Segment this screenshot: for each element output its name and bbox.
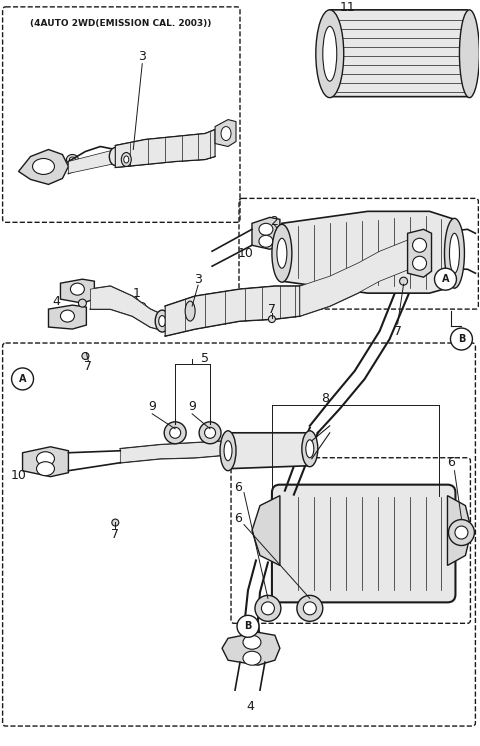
Ellipse shape (413, 256, 427, 270)
Ellipse shape (82, 353, 89, 360)
Ellipse shape (243, 651, 261, 665)
Ellipse shape (444, 219, 465, 288)
Polygon shape (165, 286, 300, 336)
Text: 3: 3 (138, 50, 146, 63)
Polygon shape (408, 229, 432, 278)
Ellipse shape (159, 316, 166, 327)
Text: 9: 9 (148, 401, 156, 413)
Ellipse shape (277, 238, 287, 269)
Ellipse shape (36, 462, 54, 476)
Polygon shape (278, 211, 459, 293)
Ellipse shape (155, 310, 169, 332)
Ellipse shape (78, 299, 86, 307)
Text: 9: 9 (188, 401, 196, 413)
Circle shape (12, 368, 34, 390)
Text: A: A (19, 374, 26, 384)
Ellipse shape (169, 427, 180, 439)
Ellipse shape (112, 519, 119, 526)
Ellipse shape (109, 148, 121, 166)
Ellipse shape (276, 228, 284, 235)
Ellipse shape (70, 157, 75, 162)
Text: 7: 7 (84, 360, 92, 374)
Ellipse shape (220, 430, 236, 471)
Text: 4: 4 (246, 700, 254, 712)
Ellipse shape (66, 154, 78, 164)
Text: 3: 3 (194, 273, 202, 286)
Circle shape (450, 328, 472, 350)
Text: 1: 1 (132, 286, 140, 300)
Ellipse shape (413, 238, 427, 252)
Polygon shape (252, 495, 280, 565)
Polygon shape (23, 447, 69, 477)
Ellipse shape (60, 310, 74, 322)
Text: B: B (458, 334, 465, 344)
Text: 6: 6 (234, 512, 242, 525)
Ellipse shape (224, 441, 232, 461)
Polygon shape (60, 279, 95, 303)
Circle shape (434, 269, 456, 290)
Ellipse shape (204, 427, 216, 439)
Text: 11: 11 (340, 1, 356, 14)
Polygon shape (215, 119, 236, 146)
Ellipse shape (36, 452, 54, 466)
Text: B: B (244, 621, 252, 631)
Ellipse shape (272, 225, 292, 282)
Ellipse shape (185, 301, 195, 321)
Polygon shape (115, 130, 215, 167)
Ellipse shape (33, 158, 54, 175)
Polygon shape (120, 441, 230, 463)
Text: 7: 7 (394, 325, 402, 337)
Ellipse shape (306, 440, 314, 458)
Text: 5: 5 (201, 352, 209, 366)
Polygon shape (19, 149, 69, 184)
Ellipse shape (139, 303, 146, 310)
Ellipse shape (259, 235, 273, 247)
Polygon shape (252, 217, 280, 249)
Ellipse shape (124, 156, 129, 163)
Ellipse shape (268, 316, 276, 322)
Ellipse shape (121, 152, 131, 166)
Circle shape (237, 615, 259, 637)
Polygon shape (228, 433, 310, 468)
Text: 4: 4 (52, 295, 60, 307)
Text: 8: 8 (321, 392, 329, 405)
Ellipse shape (399, 278, 408, 285)
Ellipse shape (302, 430, 318, 467)
Ellipse shape (243, 636, 261, 649)
Ellipse shape (259, 223, 273, 235)
Ellipse shape (71, 283, 84, 295)
Ellipse shape (459, 10, 480, 98)
Ellipse shape (316, 10, 344, 98)
Ellipse shape (449, 233, 459, 273)
Ellipse shape (255, 595, 281, 621)
Text: 12: 12 (352, 277, 368, 289)
Polygon shape (222, 633, 280, 665)
Ellipse shape (199, 421, 221, 444)
Ellipse shape (323, 26, 337, 81)
Ellipse shape (448, 519, 474, 545)
Ellipse shape (297, 595, 323, 621)
Text: 2: 2 (270, 215, 278, 228)
Text: 7: 7 (111, 528, 120, 541)
Text: 7: 7 (268, 303, 276, 316)
Text: 6: 6 (234, 481, 242, 494)
Polygon shape (300, 239, 409, 316)
Polygon shape (326, 10, 471, 97)
Ellipse shape (303, 602, 316, 615)
Text: 10: 10 (11, 469, 26, 482)
FancyBboxPatch shape (272, 485, 456, 602)
Ellipse shape (164, 421, 186, 444)
Polygon shape (48, 305, 86, 329)
Ellipse shape (221, 127, 231, 140)
Polygon shape (447, 495, 471, 565)
Polygon shape (69, 149, 115, 174)
Polygon shape (90, 286, 165, 331)
Text: 6: 6 (447, 457, 456, 469)
Text: A: A (442, 275, 449, 284)
Text: (4AUTO 2WD(EMISSION CAL. 2003)): (4AUTO 2WD(EMISSION CAL. 2003)) (30, 19, 211, 28)
Text: 10: 10 (238, 247, 254, 260)
Ellipse shape (455, 526, 468, 539)
Ellipse shape (262, 602, 275, 615)
